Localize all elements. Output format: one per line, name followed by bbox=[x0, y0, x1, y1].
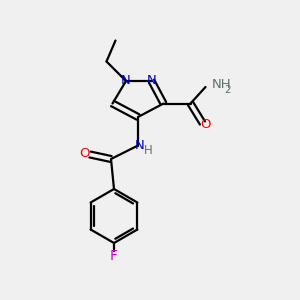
Text: NH: NH bbox=[212, 78, 232, 91]
Text: N: N bbox=[135, 139, 144, 152]
Text: H: H bbox=[144, 144, 153, 158]
Text: O: O bbox=[79, 146, 90, 160]
Text: N: N bbox=[121, 74, 131, 88]
Text: 2: 2 bbox=[225, 85, 231, 95]
Text: O: O bbox=[200, 118, 211, 131]
Text: F: F bbox=[110, 250, 118, 263]
Text: N: N bbox=[147, 74, 156, 88]
